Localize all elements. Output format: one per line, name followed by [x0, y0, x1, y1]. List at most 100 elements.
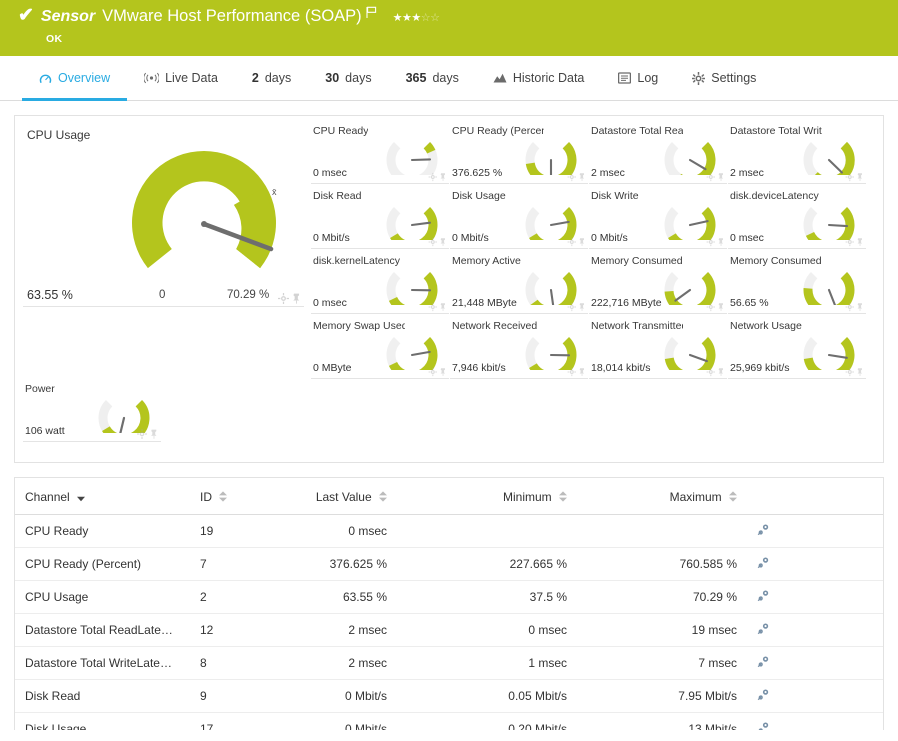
- gauge-tile-value: 0 Mbit/s: [313, 232, 350, 244]
- main-gauge-graphic: x̄: [132, 150, 277, 269]
- gauge-tile-value: 0 msec: [730, 232, 764, 244]
- table-header-row: Channel ID Last Value: [15, 482, 883, 515]
- tile-tools[interactable]: [428, 302, 447, 312]
- cell-last-value: 2 msec: [262, 613, 397, 647]
- cell-actions[interactable]: [747, 679, 883, 713]
- tab-live-data[interactable]: Live Data: [127, 56, 235, 100]
- cell-minimum: 0.20 Mbit/s: [397, 712, 577, 730]
- tile-power-title: Power: [25, 383, 55, 395]
- table-row[interactable]: Disk Read 9 0 Mbit/s 0.05 Mbit/s 7.95 Mb…: [15, 679, 883, 713]
- gauge-tile[interactable]: Disk Write 0 Mbit/s: [589, 185, 727, 249]
- tab-30-days-number: 30: [325, 71, 340, 85]
- tab-30-days[interactable]: 30 days: [308, 56, 388, 100]
- tile-tools[interactable]: [706, 237, 725, 247]
- sensor-kind-label: Sensor: [40, 8, 96, 25]
- gauge-tile[interactable]: Network Usage 25,969 kbit/s: [728, 315, 866, 379]
- table-row[interactable]: CPU Ready 19 0 msec: [15, 514, 883, 548]
- gauge-tile[interactable]: Disk Usage 0 Mbit/s: [450, 185, 588, 249]
- tile-tools[interactable]: [428, 367, 447, 377]
- gauge-tile[interactable]: disk.deviceLatency 0 msec: [728, 185, 866, 249]
- list-icon: [618, 72, 632, 84]
- gauge-tile[interactable]: Memory Swap Used 0 MByte: [311, 315, 449, 379]
- main-gauge-title: CPU Usage: [27, 128, 91, 142]
- gauge-tile[interactable]: Memory Consumed 222,716 MByte: [589, 250, 727, 314]
- tab-log[interactable]: Log: [601, 56, 675, 100]
- table-row[interactable]: CPU Usage 2 63.55 % 37.5 % 70.29 %: [15, 580, 883, 614]
- tile-power[interactable]: Power 106 watt: [23, 378, 161, 442]
- column-header-minimum[interactable]: Minimum: [397, 482, 577, 515]
- gauge-tile-title: Datastore Total ReadLa…: [591, 125, 683, 137]
- column-header-id[interactable]: ID: [190, 482, 262, 515]
- tile-tools[interactable]: [567, 302, 586, 312]
- pin-icon: [718, 173, 724, 181]
- gauge-tile-graphic: [803, 206, 855, 240]
- tab-settings[interactable]: Settings: [675, 56, 773, 100]
- cell-channel: Disk Usage: [15, 712, 190, 730]
- cell-id: 8: [190, 646, 262, 680]
- tile-tools[interactable]: [845, 172, 864, 182]
- tile-tools[interactable]: [706, 172, 725, 182]
- gauge-tile-value: 25,969 kbit/s: [730, 362, 790, 374]
- cell-actions[interactable]: [747, 712, 883, 730]
- pin-icon: [440, 303, 446, 311]
- flag-icon[interactable]: [366, 6, 377, 24]
- cell-maximum: 19 msec: [577, 613, 747, 647]
- tile-tools[interactable]: [845, 302, 864, 312]
- gauge-tile[interactable]: Datastore Total ReadLa… 2 msec: [589, 120, 727, 184]
- pin-icon: [718, 303, 724, 311]
- column-header-channel[interactable]: Channel: [15, 482, 190, 515]
- tab-live-data-label: Live Data: [165, 71, 218, 85]
- gauge-tile[interactable]: CPU Ready (Percent) 376.625 %: [450, 120, 588, 184]
- tile-tools[interactable]: [706, 302, 725, 312]
- cell-actions[interactable]: [747, 613, 883, 647]
- settings-gear-icon: [758, 722, 769, 730]
- cell-actions[interactable]: [747, 580, 883, 614]
- gauge-tile-graphic: [386, 271, 438, 305]
- tab-historic-data[interactable]: Historic Data: [476, 56, 602, 100]
- gauge-tile[interactable]: CPU Ready 0 msec: [311, 120, 449, 184]
- table-row[interactable]: CPU Ready (Percent) 7 376.625 % 227.665 …: [15, 547, 883, 581]
- table-row[interactable]: Datastore Total WriteLate… 8 2 msec 1 ms…: [15, 646, 883, 680]
- cell-actions[interactable]: [747, 646, 883, 680]
- column-header-last-value[interactable]: Last Value: [262, 482, 397, 515]
- main-gauge-tools[interactable]: [278, 293, 301, 304]
- tile-tools[interactable]: [567, 237, 586, 247]
- gauge-tile[interactable]: Disk Read 0 Mbit/s: [311, 185, 449, 249]
- cell-actions[interactable]: [747, 514, 883, 548]
- gauge-tile[interactable]: disk.kernelLatency 0 msec: [311, 250, 449, 314]
- cell-last-value: 0 Mbit/s: [262, 679, 397, 713]
- tile-tools[interactable]: [567, 172, 586, 182]
- tab-365-days[interactable]: 365 days: [389, 56, 476, 100]
- pin-icon: [440, 238, 446, 246]
- gauge-tile[interactable]: Network Transmitted 18,014 kbit/s: [589, 315, 727, 379]
- gauge-tile[interactable]: Network Received 7,946 kbit/s: [450, 315, 588, 379]
- tile-power-tools[interactable]: [137, 429, 158, 439]
- rating-stars[interactable]: ★★★☆☆: [393, 8, 440, 26]
- tab-365-days-label: days: [432, 71, 459, 85]
- tab-overview[interactable]: Overview: [22, 56, 128, 101]
- gauge-tile-title: CPU Ready: [313, 125, 369, 137]
- cell-actions[interactable]: [747, 547, 883, 581]
- tile-tools[interactable]: [567, 367, 586, 377]
- table-row[interactable]: Disk Usage 17 0 Mbit/s 0.20 Mbit/s 13 Mb…: [15, 712, 883, 730]
- main-gauge-cpu-usage[interactable]: CPU Usage x̄ 63.55 % 0 70.29 %: [23, 122, 304, 307]
- tab-overview-label: Overview: [58, 71, 111, 85]
- tile-tools[interactable]: [706, 367, 725, 377]
- sensor-header: ✔ Sensor VMware Host Performance (SOAP) …: [0, 0, 898, 56]
- gauge-tile[interactable]: Datastore Total WriteL… 2 msec: [728, 120, 866, 184]
- star-filled: ★: [392, 12, 403, 24]
- tile-tools[interactable]: [845, 237, 864, 247]
- tab-2-days[interactable]: 2 days: [235, 56, 308, 100]
- table-row[interactable]: Datastore Total ReadLate… 12 2 msec 0 ms…: [15, 613, 883, 647]
- cell-last-value: 63.55 %: [262, 580, 397, 614]
- cell-channel: Datastore Total WriteLate…: [15, 646, 190, 680]
- column-header-maximum[interactable]: Maximum: [577, 482, 747, 515]
- gauge-tile[interactable]: Memory Consumed (P… 56.65 %: [728, 250, 866, 314]
- gear-icon: [706, 172, 716, 182]
- tile-tools[interactable]: [845, 367, 864, 377]
- tab-historic-data-label: Historic Data: [512, 71, 585, 85]
- gauge-tile[interactable]: Memory Active 21,448 MByte: [450, 250, 588, 314]
- tile-tools[interactable]: [428, 237, 447, 247]
- tile-tools[interactable]: [428, 172, 447, 182]
- gauge-tile-graphic: [664, 206, 716, 240]
